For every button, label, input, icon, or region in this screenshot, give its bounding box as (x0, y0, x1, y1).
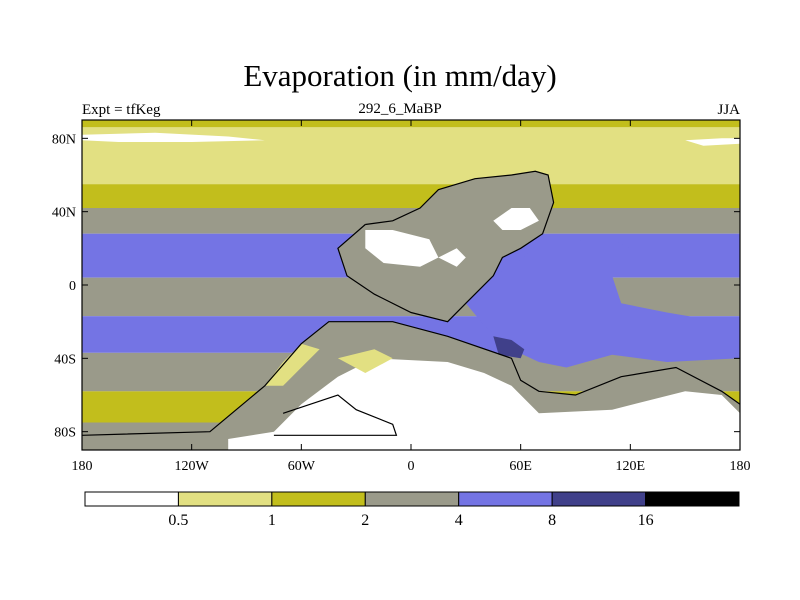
region-arctic-low (82, 132, 265, 142)
region-arctic-low-east (685, 138, 740, 146)
colorbar-swatch-1 (177, 491, 273, 507)
x-tick-label: 180 (730, 459, 751, 474)
zonal-band-2 (82, 147, 740, 185)
colorbar-level-label: 2 (361, 512, 369, 529)
region-yellow-coast-2 (337, 349, 393, 373)
region-desert-2 (493, 208, 539, 230)
region-yellow-coast-1 (264, 343, 320, 386)
experiment-label: Expt = tfKeg (82, 102, 161, 118)
colorbar-level-label: 16 (638, 512, 654, 529)
zonal-band-1 (82, 127, 740, 148)
colorbar-level-label: 8 (548, 512, 556, 529)
colorbar-level-label: 4 (455, 512, 463, 529)
x-tick-label: 120E (616, 459, 646, 474)
colorbar-swatch-5 (551, 491, 647, 507)
colorbar-swatch-3 (364, 491, 460, 507)
colorbar: 0.5 1 2 4 8 16 (84, 491, 740, 529)
y-tick-label: 0 (69, 279, 76, 294)
colorbar-swatch-4 (458, 491, 553, 507)
region-antarctica-ice (228, 358, 740, 450)
x-tick-label: 180 (72, 459, 93, 474)
axes-layer: 180 120W 60W 0 60E 120E 180 80N 40N 0 40S 80S (52, 120, 751, 474)
x-tick-label: 60W (288, 459, 316, 474)
region-desert-1 (365, 230, 439, 267)
colorbar-swatch-6 (645, 491, 740, 507)
region-land-north (337, 171, 554, 322)
x-tick-label: 0 (408, 459, 415, 474)
y-tick-label: 40S (54, 352, 76, 367)
colorbar-level-label: 0.5 (168, 512, 188, 529)
colorbar-swatch-0 (84, 491, 179, 507)
colorbar-level-label: 1 (268, 512, 276, 529)
region-desert-3 (438, 248, 466, 267)
y-tick-label: 80S (54, 426, 76, 441)
season-label: JJA (717, 102, 740, 118)
coastline-south (82, 321, 740, 436)
period-label: 292_6_MaBP (358, 101, 442, 117)
coastline-north (337, 170, 555, 323)
region-ocean-tropic (465, 239, 740, 368)
ice-sheet-outline (273, 394, 398, 436)
chart-title: Evaporation (in mm/day) (243, 58, 557, 93)
x-tick-label: 120W (175, 459, 210, 474)
region-deep-patch (493, 336, 525, 359)
y-tick-label: 40N (52, 206, 76, 221)
coastline-layer (82, 170, 740, 436)
colorbar-swatch-2 (271, 491, 366, 507)
zonal-band-3 (82, 184, 740, 208)
map-fill-layer (82, 120, 740, 450)
x-tick-label: 60E (509, 459, 532, 474)
y-tick-label: 80N (52, 132, 76, 147)
